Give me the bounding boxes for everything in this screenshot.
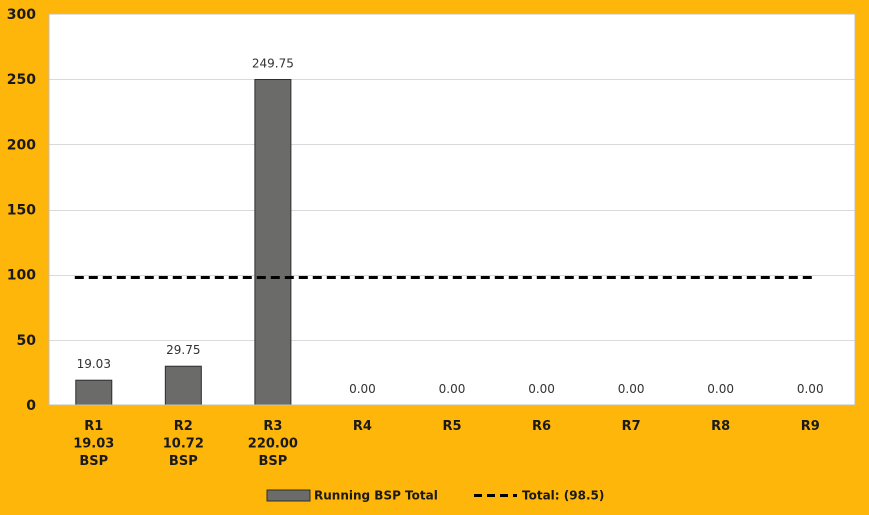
bar-r3 (254, 78, 292, 406)
plot-border (48, 13, 856, 406)
y-tick-label: 300 (7, 7, 36, 23)
x-tick-label: R8 (711, 419, 730, 434)
x-tick-label: 19.03 (73, 437, 114, 452)
x-tick-label: R9 (801, 419, 820, 434)
x-tick-label: R3 (263, 419, 282, 434)
x-tick-group: R6 (532, 419, 551, 434)
legend: Running BSP Total Total: (98.5) (266, 489, 604, 503)
x-tick-label: 220.00 (248, 437, 298, 452)
gridlines (49, 79, 855, 341)
x-tick-label: R4 (353, 419, 372, 434)
y-axis-ticks: 0 50 100 150 200 250 300 (7, 7, 36, 414)
data-labels: 19.03 29.75 249.75 0.00 0.00 0.00 0.00 0.00 0.00 (77, 56, 824, 396)
x-tick-group: R5 (442, 419, 461, 434)
x-tick-label: R2 (174, 419, 193, 434)
y-tick-label: 100 (7, 268, 36, 284)
x-tick-label: 10.72 (163, 437, 204, 452)
data-label: 0.00 (528, 382, 555, 396)
x-tick-label: R5 (442, 419, 461, 434)
y-tick-label: 250 (7, 72, 36, 88)
data-label: 0.00 (707, 382, 734, 396)
y-tick-label: 150 (7, 203, 36, 219)
x-tick-group: R3 220.00 BSP (248, 419, 298, 469)
bars (75, 78, 292, 406)
data-label: 249.75 (252, 56, 294, 70)
x-tick-label: R6 (532, 419, 551, 434)
data-label: 0.00 (439, 382, 466, 396)
legend-swatch-running-bsp-total (266, 489, 311, 502)
x-tick-group: R7 (622, 419, 641, 434)
legend-label-running-bsp-total: Running BSP Total (314, 489, 438, 503)
x-tick-label: BSP (169, 454, 198, 469)
data-label: 19.03 (77, 357, 111, 371)
data-label: 29.75 (166, 343, 200, 357)
x-tick-label: R7 (622, 419, 641, 434)
x-tick-group: R1 19.03 BSP (73, 419, 114, 469)
x-tick-label: BSP (79, 454, 108, 469)
y-tick-label: 0 (26, 398, 36, 414)
bar-r1 (75, 379, 113, 406)
legend-label-total: Total: (98.5) (522, 489, 604, 503)
x-axis-ticks: R1 19.03 BSP R2 10.72 BSP R3 220.00 BSP R4 R5 R6 R7 R… (73, 419, 820, 469)
data-label: 0.00 (349, 382, 376, 396)
x-tick-label: BSP (258, 454, 287, 469)
x-tick-group: R2 10.72 BSP (163, 419, 204, 469)
x-tick-group: R8 (711, 419, 730, 434)
y-tick-label: 50 (17, 333, 37, 349)
x-tick-group: R4 (353, 419, 372, 434)
x-tick-label: R1 (84, 419, 103, 434)
y-tick-label: 200 (7, 137, 36, 153)
bar-r2 (164, 365, 202, 406)
data-label: 0.00 (618, 382, 645, 396)
data-label: 0.00 (797, 382, 824, 396)
x-tick-group: R9 (801, 419, 820, 434)
